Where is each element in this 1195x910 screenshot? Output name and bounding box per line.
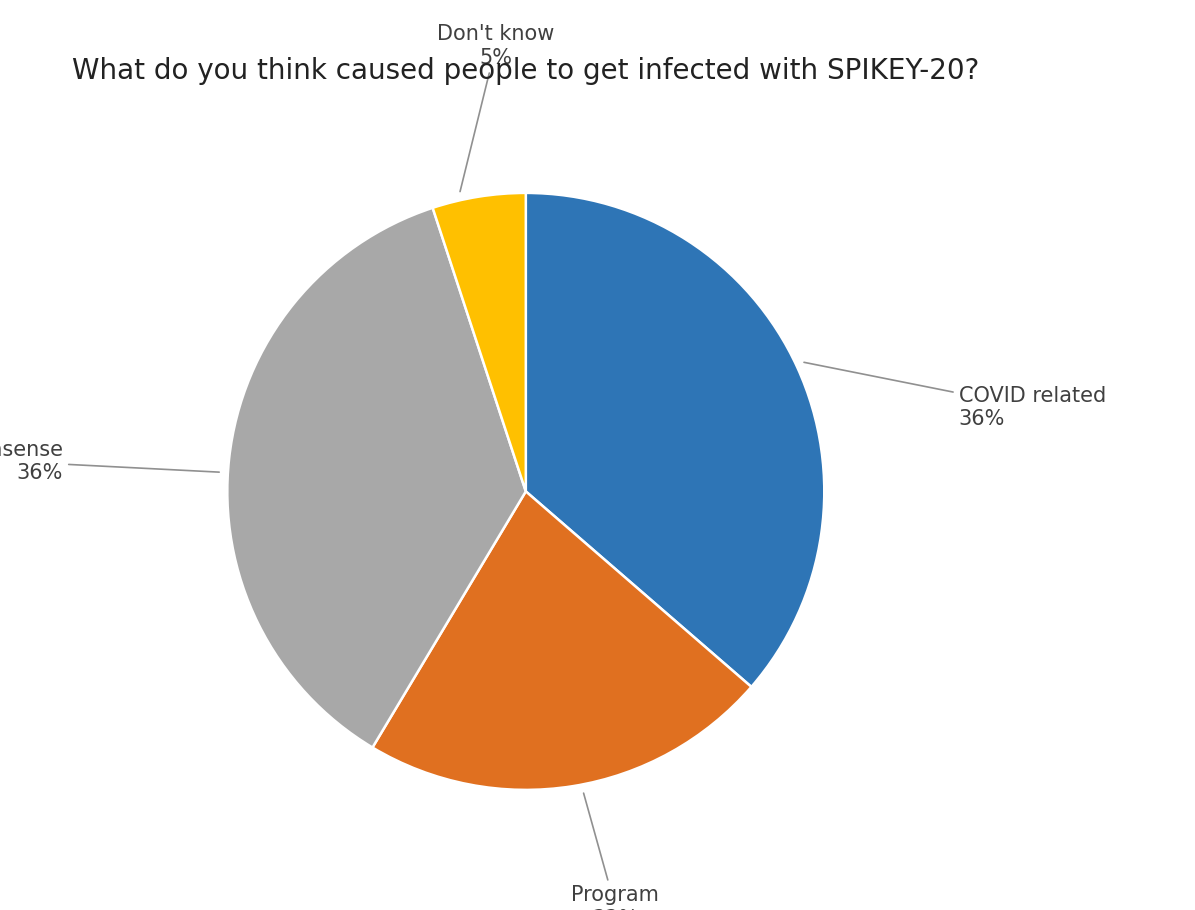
Text: COVID related
36%: COVID related 36% bbox=[804, 362, 1105, 430]
Text: Program
22%: Program 22% bbox=[571, 794, 660, 910]
Text: Nonsense
36%: Nonsense 36% bbox=[0, 440, 219, 483]
Wedge shape bbox=[526, 193, 825, 687]
Wedge shape bbox=[227, 207, 526, 747]
Wedge shape bbox=[373, 491, 752, 790]
Title: What do you think caused people to get infected with SPIKEY-20?: What do you think caused people to get i… bbox=[72, 57, 980, 86]
Text: Don't know
5%: Don't know 5% bbox=[437, 25, 554, 192]
Wedge shape bbox=[433, 193, 526, 491]
